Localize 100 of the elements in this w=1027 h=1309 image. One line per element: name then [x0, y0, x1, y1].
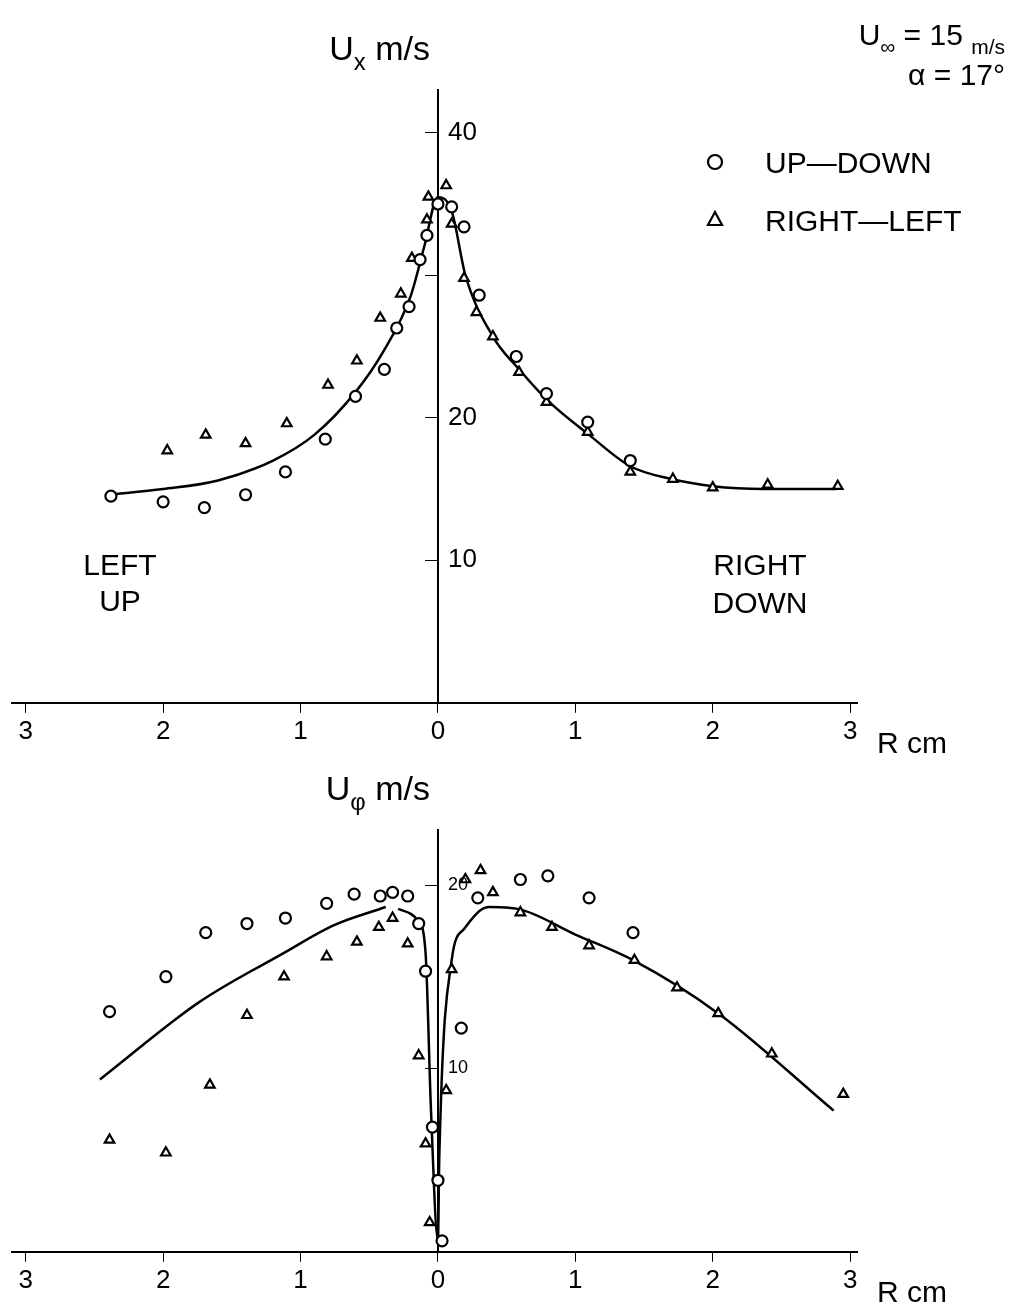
- point: [320, 896, 334, 910]
- point: [837, 1087, 850, 1098]
- point: [761, 478, 774, 489]
- x-tick-label: 2: [705, 714, 720, 745]
- point: [487, 885, 499, 897]
- point: [160, 1146, 172, 1157]
- point: [347, 887, 361, 901]
- point: [422, 190, 435, 201]
- x-axis-title: R cm: [877, 1274, 947, 1308]
- legend-label: RIGHT—LEFT: [765, 204, 962, 237]
- point: [320, 949, 333, 961]
- point: [470, 305, 483, 317]
- annotation: RIGHT DOWN: [712, 548, 808, 619]
- point: [667, 472, 679, 483]
- y-tick-label: 10: [447, 543, 477, 574]
- point: [457, 220, 471, 234]
- point: [509, 349, 523, 364]
- point: [402, 300, 416, 314]
- point: [513, 365, 525, 377]
- point: [161, 443, 174, 455]
- y-tick-label: 10: [447, 1057, 468, 1078]
- x-tick-label: 1: [568, 1263, 583, 1294]
- x-tick-label: 2: [155, 1263, 171, 1294]
- point: [373, 889, 387, 903]
- point: [765, 1047, 778, 1058]
- point: [104, 489, 118, 503]
- x-tick-label: 0: [430, 714, 446, 745]
- point: [238, 488, 253, 502]
- point: [103, 1133, 116, 1144]
- point: [241, 1008, 253, 1020]
- point: [514, 905, 527, 917]
- line-series: [98, 905, 387, 1081]
- point: [421, 213, 433, 224]
- point: [445, 217, 458, 228]
- point: [440, 178, 453, 190]
- point: [541, 869, 555, 883]
- x-tick-label: 0: [430, 1263, 446, 1294]
- point: [199, 926, 213, 940]
- point: [348, 389, 363, 403]
- point: [240, 916, 254, 931]
- y-tick-label: 40: [447, 115, 477, 146]
- legend-label: UP—DOWN: [765, 146, 932, 179]
- point: [706, 481, 719, 492]
- point: [583, 938, 595, 950]
- point: [431, 197, 445, 211]
- point: [412, 916, 426, 931]
- y-tick-label: 20: [447, 400, 477, 431]
- point: [471, 891, 485, 905]
- point: [831, 479, 844, 491]
- point: [199, 428, 212, 439]
- point: [156, 495, 170, 509]
- point: [385, 885, 400, 899]
- point: [401, 937, 414, 948]
- point: [413, 252, 427, 267]
- point: [390, 321, 404, 335]
- point: [401, 889, 415, 903]
- y-tick-label: 20: [447, 873, 468, 894]
- x-tick-label: 3: [18, 1263, 33, 1294]
- point: [377, 362, 391, 376]
- point: [278, 970, 290, 981]
- point: [474, 863, 487, 875]
- point: [423, 1215, 436, 1227]
- point: [394, 287, 407, 298]
- annotation: LEFT UP: [83, 548, 157, 617]
- point: [581, 415, 595, 429]
- x-tick-label: 1: [568, 714, 583, 745]
- point: [671, 981, 683, 992]
- x-tick-label: 3: [842, 714, 858, 745]
- text: U∞ = 15 m/s α = 17°: [858, 18, 1006, 91]
- point: [418, 964, 433, 978]
- point: [278, 465, 293, 479]
- point: [445, 200, 459, 214]
- x-tick-label: 2: [705, 1263, 720, 1294]
- point: [582, 891, 596, 905]
- point: [458, 271, 470, 282]
- x-axis-title: R cm: [877, 725, 947, 759]
- x-tick-label: 1: [293, 1263, 308, 1294]
- x-tick-label: 1: [293, 714, 308, 745]
- point: [351, 354, 363, 365]
- point: [372, 920, 385, 932]
- point: [280, 416, 293, 428]
- point: [626, 926, 640, 940]
- point: [102, 1004, 117, 1019]
- point: [623, 453, 637, 468]
- point: [419, 1137, 432, 1148]
- point: [278, 911, 293, 925]
- point: [412, 1048, 425, 1060]
- point: [487, 329, 499, 341]
- point: [159, 970, 173, 984]
- point: [431, 1173, 445, 1187]
- point: [197, 500, 211, 515]
- x-tick-label: 3: [842, 1263, 858, 1294]
- x-tick-label: 3: [18, 714, 33, 745]
- x-tick-label: 2: [155, 714, 171, 745]
- point: [435, 1234, 449, 1248]
- point: [472, 288, 486, 302]
- point: [628, 953, 641, 965]
- point: [712, 1006, 725, 1018]
- point: [454, 1021, 468, 1035]
- point: [546, 920, 558, 932]
